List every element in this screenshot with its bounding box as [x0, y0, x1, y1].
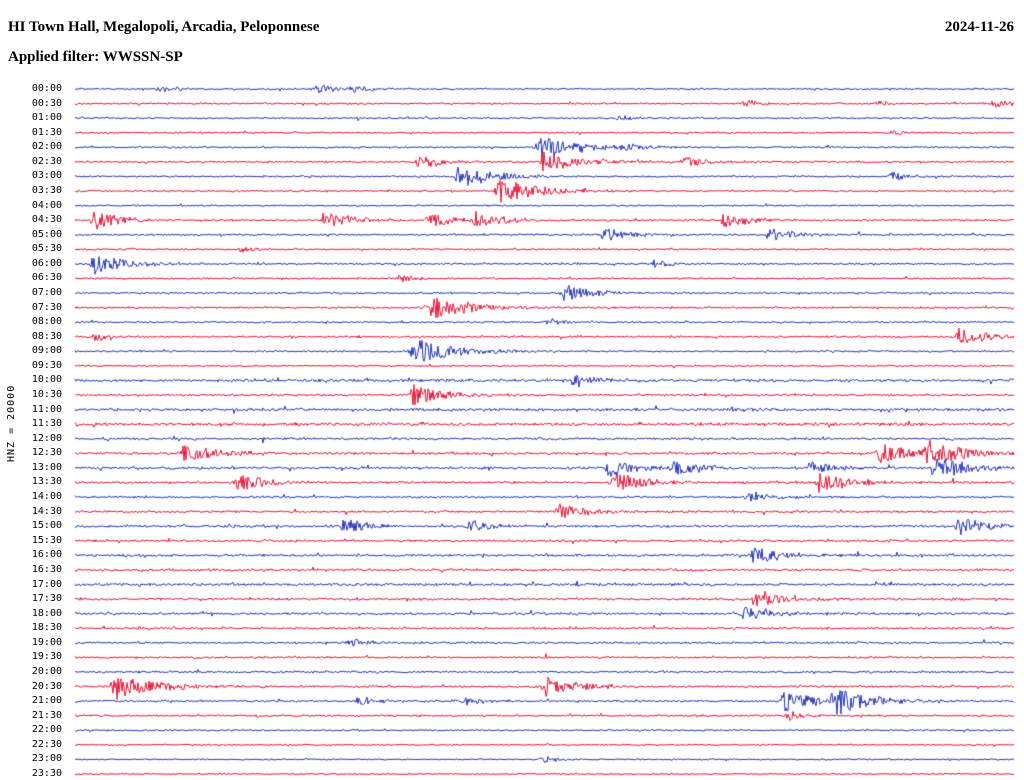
row-time-label: 22:00: [31, 724, 62, 736]
row-time-label: 10:30: [31, 389, 62, 401]
row-time-label: 11:00: [31, 403, 62, 415]
station-title: HI Town Hall, Megalopoli, Arcadia, Pelop…: [8, 19, 320, 35]
row-time-label: 17:30: [31, 593, 62, 605]
row-time-label: 19:00: [31, 636, 62, 648]
row-time-label: 17:00: [31, 578, 62, 590]
row-time-label: 16:00: [31, 549, 62, 561]
row-time-label: 06:00: [31, 257, 62, 269]
row-time-label: 08:30: [31, 330, 62, 342]
filter-label: Applied filter: WWSSN-SP: [8, 49, 183, 65]
date-label: 2024-11-26: [944, 19, 1014, 35]
row-time-label: 14:30: [31, 505, 62, 517]
row-time-label: 03:00: [31, 170, 62, 182]
row-time-label: 01:00: [31, 112, 62, 124]
row-time-label: 13:30: [31, 476, 62, 488]
row-time-label: 14:00: [31, 491, 62, 503]
row-time-label: 09:00: [31, 345, 62, 357]
row-time-label: 16:30: [31, 563, 62, 575]
row-time-label: 21:30: [31, 709, 62, 721]
row-time-label: 03:30: [31, 185, 62, 197]
row-time-label: 12:30: [31, 447, 62, 459]
row-time-label: 07:00: [31, 287, 62, 299]
row-time-label: 23:00: [31, 753, 62, 765]
row-time-label: 18:30: [31, 622, 62, 634]
row-time-label: 23:30: [31, 767, 62, 779]
row-time-label: 09:30: [31, 359, 62, 371]
row-time-label: 19:30: [31, 651, 62, 663]
row-time-label: 02:00: [31, 141, 62, 153]
row-time-label: 10:00: [31, 374, 62, 386]
row-time-label: 18:00: [31, 607, 62, 619]
row-time-label: 04:30: [31, 214, 62, 226]
row-time-label: 20:00: [31, 665, 62, 677]
row-time-label: 15:30: [31, 534, 62, 546]
row-time-label: 01:30: [31, 126, 62, 138]
row-time-label: 08:00: [31, 316, 62, 328]
row-time-label: 05:30: [31, 243, 62, 255]
row-time-label: 21:00: [31, 695, 62, 707]
row-time-label: 00:30: [31, 97, 62, 109]
row-time-label: 12:00: [31, 432, 62, 444]
row-time-label: 11:30: [31, 418, 62, 430]
row-time-label: 07:30: [31, 301, 62, 313]
row-time-label: 00:00: [31, 83, 62, 94]
row-time-label: 05:00: [31, 228, 62, 240]
row-time-label: 22:30: [31, 738, 62, 750]
row-time-label: 20:30: [31, 680, 62, 692]
row-time-label: 13:00: [31, 461, 62, 473]
row-time-label: 04:00: [31, 199, 62, 211]
row-time-label: 06:30: [31, 272, 62, 284]
row-time-label: 15:00: [31, 520, 62, 532]
row-time-label: 02:30: [31, 155, 62, 167]
